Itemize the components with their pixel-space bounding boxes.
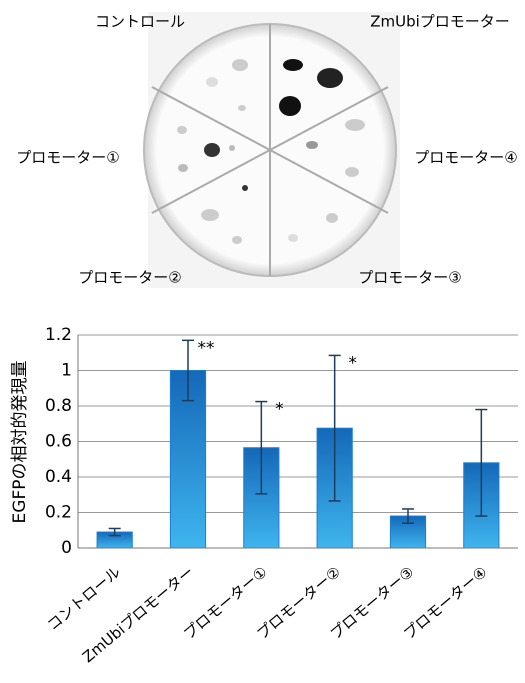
significance: **	[198, 338, 215, 358]
plate-label: プロモーター①	[16, 149, 119, 167]
significance: *	[275, 400, 284, 420]
y-tick-label: 0.6	[45, 432, 72, 452]
y-tick-label: 0.8	[45, 396, 72, 416]
plate-label: プロモーター③	[358, 269, 461, 287]
plate-label: ZmUbiプロモーター	[370, 13, 510, 31]
y-tick-label: 0.4	[45, 467, 72, 487]
y-tick-label: 1.2	[45, 325, 72, 345]
significance: *	[348, 353, 357, 373]
y-tick-label: 0	[61, 538, 72, 558]
y-axis-label: EGFPの相対的発現量	[10, 361, 30, 524]
plate-photo: コントロール ZmUbiプロモーター プロモーター① プロモーター④ プロモータ…	[16, 12, 517, 288]
plate-label: プロモーター④	[414, 149, 517, 167]
plate-label: コントロール	[95, 13, 185, 31]
y-tick-label: 0.2	[45, 503, 72, 523]
y-tick-label: 1	[61, 361, 72, 381]
plate-label: プロモーター②	[78, 269, 181, 287]
figure: コントロール ZmUbiプロモーター プロモーター① プロモーター④ プロモータ…	[0, 0, 525, 683]
